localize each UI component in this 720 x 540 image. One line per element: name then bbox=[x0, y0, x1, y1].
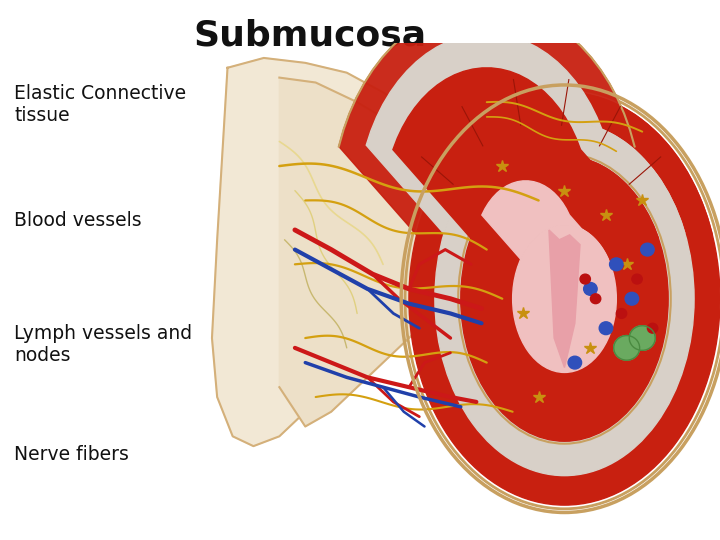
Polygon shape bbox=[482, 181, 608, 259]
Ellipse shape bbox=[435, 122, 694, 476]
Text: Submucosa: Submucosa bbox=[193, 19, 426, 53]
Circle shape bbox=[610, 258, 623, 271]
Text: Lymph vessels and
nodes: Lymph vessels and nodes bbox=[14, 324, 192, 365]
Circle shape bbox=[613, 335, 639, 360]
Polygon shape bbox=[339, 4, 712, 235]
Text: Blood vessels: Blood vessels bbox=[14, 211, 142, 229]
Circle shape bbox=[580, 274, 590, 284]
Circle shape bbox=[599, 322, 613, 335]
Circle shape bbox=[590, 294, 600, 303]
Circle shape bbox=[632, 274, 642, 284]
Text: Nerve fibers: Nerve fibers bbox=[14, 446, 130, 464]
Text: Elastic Connective
tissue: Elastic Connective tissue bbox=[14, 84, 186, 125]
Circle shape bbox=[629, 326, 655, 350]
Polygon shape bbox=[549, 230, 580, 368]
Ellipse shape bbox=[409, 92, 720, 505]
Circle shape bbox=[625, 292, 639, 305]
Polygon shape bbox=[212, 58, 523, 446]
Circle shape bbox=[647, 323, 658, 333]
Circle shape bbox=[616, 308, 626, 319]
Ellipse shape bbox=[513, 225, 616, 373]
Circle shape bbox=[641, 243, 654, 256]
Polygon shape bbox=[366, 33, 685, 234]
Circle shape bbox=[568, 356, 582, 369]
Polygon shape bbox=[393, 68, 658, 238]
Ellipse shape bbox=[461, 156, 668, 441]
Polygon shape bbox=[279, 78, 487, 427]
Circle shape bbox=[584, 282, 597, 295]
